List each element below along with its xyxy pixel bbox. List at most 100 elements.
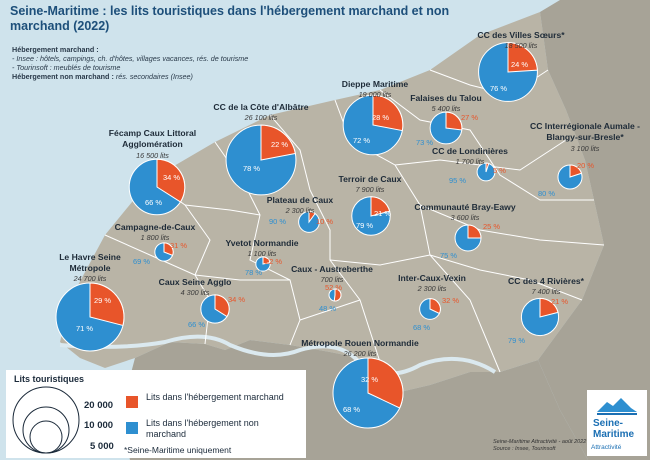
count-aumale-blangy: 3 100 lits: [570, 144, 600, 153]
legend-size-5000: 5 000: [90, 441, 114, 452]
pie-slice-marchand: [156, 158, 186, 203]
pct-m-caux-seine-agglo: 34 %: [228, 295, 246, 304]
count-falaises-talou: 5 400 lits: [431, 104, 461, 113]
label-cote-albatre: CC de la Côte d'Albâtre: [213, 102, 309, 112]
pct-n-bray-eawy: 75 %: [440, 251, 458, 260]
pie-chart: [332, 357, 404, 429]
label-dieppe: Dieppe Maritime: [341, 79, 409, 89]
pie-slice-marchand: [485, 162, 490, 173]
pct-m-terroir-caux: 21 %: [374, 209, 392, 218]
pie-chart: [298, 211, 320, 233]
count-yvetot: 1 100 lits: [247, 249, 277, 258]
pct-m-londinieres: 5 %: [493, 166, 506, 175]
count-campagne-caux: 1 800 lits: [140, 233, 170, 242]
legend-non-marchand-heading: Hébergement non marchand :: [12, 72, 114, 81]
pct-m-falaises-talou: 27 %: [461, 113, 479, 122]
pct-m-bray-eawy: 25 %: [483, 222, 501, 231]
pct-m-dieppe: 28 %: [372, 113, 390, 122]
pct-n-aumale-blangy: 80 %: [538, 189, 556, 198]
pie-chart: [128, 158, 186, 216]
pie-slice-marchand: [308, 211, 316, 224]
pie-slice-marchand: [539, 297, 559, 318]
pct-m-aumale-blangy: 20 %: [577, 161, 595, 170]
pie-chart: [55, 282, 125, 352]
legend-size-10000: 10 000: [84, 420, 114, 431]
pie-slice-marchand: [569, 164, 583, 178]
pie-chart: [154, 242, 174, 262]
label-villes-soeurs: CC des Villes Sœurs*: [477, 30, 565, 40]
label-falaises-talou: Falaises du Talou: [410, 93, 482, 103]
pct-n-fecamp: 66 %: [145, 198, 163, 207]
label-rouen: Métropole Rouen Normandie: [301, 338, 419, 348]
count-caux-austreberthe: 700 lits: [320, 275, 344, 284]
pie-slice-marchand: [372, 94, 404, 132]
neighbor-land: [538, 0, 650, 460]
label-caux-seine-agglo: Caux Seine Agglo: [158, 277, 232, 287]
legend-swatch-marchand: [126, 396, 138, 408]
pct-m-inter-caux-vexin: 32 %: [442, 296, 460, 305]
pct-n-4-rivieres: 79 %: [508, 336, 526, 345]
label-caux-austreberthe: Caux - Austreberthe: [291, 264, 373, 274]
label-4-rivieres: CC des 4 Rivières*: [508, 276, 584, 286]
pct-n-plateau-caux: 90 %: [269, 217, 287, 226]
legend-marchand-heading: Hébergement marchand :: [12, 45, 99, 54]
pct-n-caux-austreberthe: 48 %: [319, 304, 337, 313]
seine-river: [59, 334, 497, 376]
pie-chart: [225, 124, 297, 196]
count-caux-seine-agglo: 4 300 lits: [180, 288, 210, 297]
count-dieppe: 19 000 lits: [358, 90, 392, 99]
label-bray-eawy: Communauté Bray-Eawy: [414, 202, 516, 212]
pie-chart: [429, 111, 463, 145]
pie-chart: [454, 224, 482, 252]
pct-m-caux-austreberthe: 52 %: [325, 283, 343, 292]
pct-n-cote-albatre: 78 %: [243, 164, 261, 173]
count-inter-caux-vexin: 2 300 lits: [417, 284, 447, 293]
pct-n-dieppe: 72 %: [353, 136, 371, 145]
count-cote-albatre: 26 100 lits: [244, 113, 278, 122]
pie-chart: [476, 162, 496, 182]
legend-title: Lits touristiques: [14, 374, 85, 384]
legend-label-marchand: Lits dans l'hébergement marchand: [146, 392, 284, 402]
legend-box: Lits touristiques 20 000 10 000 5 000 Li…: [6, 370, 306, 458]
pie-chart: [419, 298, 441, 320]
count-terroir-caux: 7 900 lits: [355, 185, 385, 194]
source-line1: Seine-Maritime Attractivité - août 2022: [493, 439, 587, 445]
pie-slice-marchand: [367, 357, 404, 409]
logo: Seine- Maritime Attractivité: [587, 390, 647, 456]
label-fecamp: Fécamp Caux Littoral Agglomération: [108, 128, 197, 149]
label-campagne-caux: Campagne-de-Caux: [114, 222, 196, 232]
legend-non-marchand-detail: rés. secondaires (Insee): [115, 72, 193, 81]
count-villes-soeurs: 18 500 lits: [504, 41, 538, 50]
pie-slice-marchand: [89, 282, 125, 327]
source-line2: Source : Insee, Tourinsoft: [493, 446, 556, 452]
pct-m-le-havre: 29 %: [94, 296, 112, 305]
legend-size-20000: 20 000: [84, 400, 114, 411]
pie-slice-marchand: [467, 224, 482, 239]
pct-m-yvetot: 22 %: [265, 257, 283, 266]
label-londinieres: CC de Londinières: [432, 146, 508, 156]
pct-m-fecamp: 34 %: [163, 173, 181, 182]
legend-note: *Seine-Maritime uniquement: [124, 445, 232, 455]
pct-n-inter-caux-vexin: 68 %: [413, 323, 431, 332]
pie-slice-marchand: [370, 196, 391, 217]
label-aumale-blangy: CC Interrégionale Aumale - Blangy-sur-Br…: [530, 121, 640, 142]
pie-chart: [478, 42, 538, 102]
label-inter-caux-vexin: Inter-Caux-Vexin: [398, 273, 466, 283]
pct-m-campagne-caux: 31 %: [170, 241, 188, 250]
pie-chart: [342, 94, 404, 156]
pct-n-terroir-caux: 79 %: [356, 221, 374, 230]
pie-chart: [351, 196, 391, 236]
label-plateau-caux: Plateau de Caux: [266, 195, 334, 205]
pie-layer: [55, 42, 583, 429]
pct-m-plateau-caux: 10 %: [316, 217, 334, 226]
pie-slice-marchand: [214, 294, 230, 318]
pie-chart: [255, 256, 271, 272]
logo-text: Seine- Maritime: [593, 418, 635, 440]
count-plateau-caux: 2 300 lits: [285, 206, 315, 215]
label-terroir-caux: Terroir de Caux: [338, 174, 402, 184]
pie-chart: [557, 164, 583, 190]
legend-swatch-non-marchand: [126, 422, 138, 434]
logo-subtitle: Attractivité: [591, 444, 622, 451]
pct-n-yvetot: 78 %: [245, 268, 263, 277]
